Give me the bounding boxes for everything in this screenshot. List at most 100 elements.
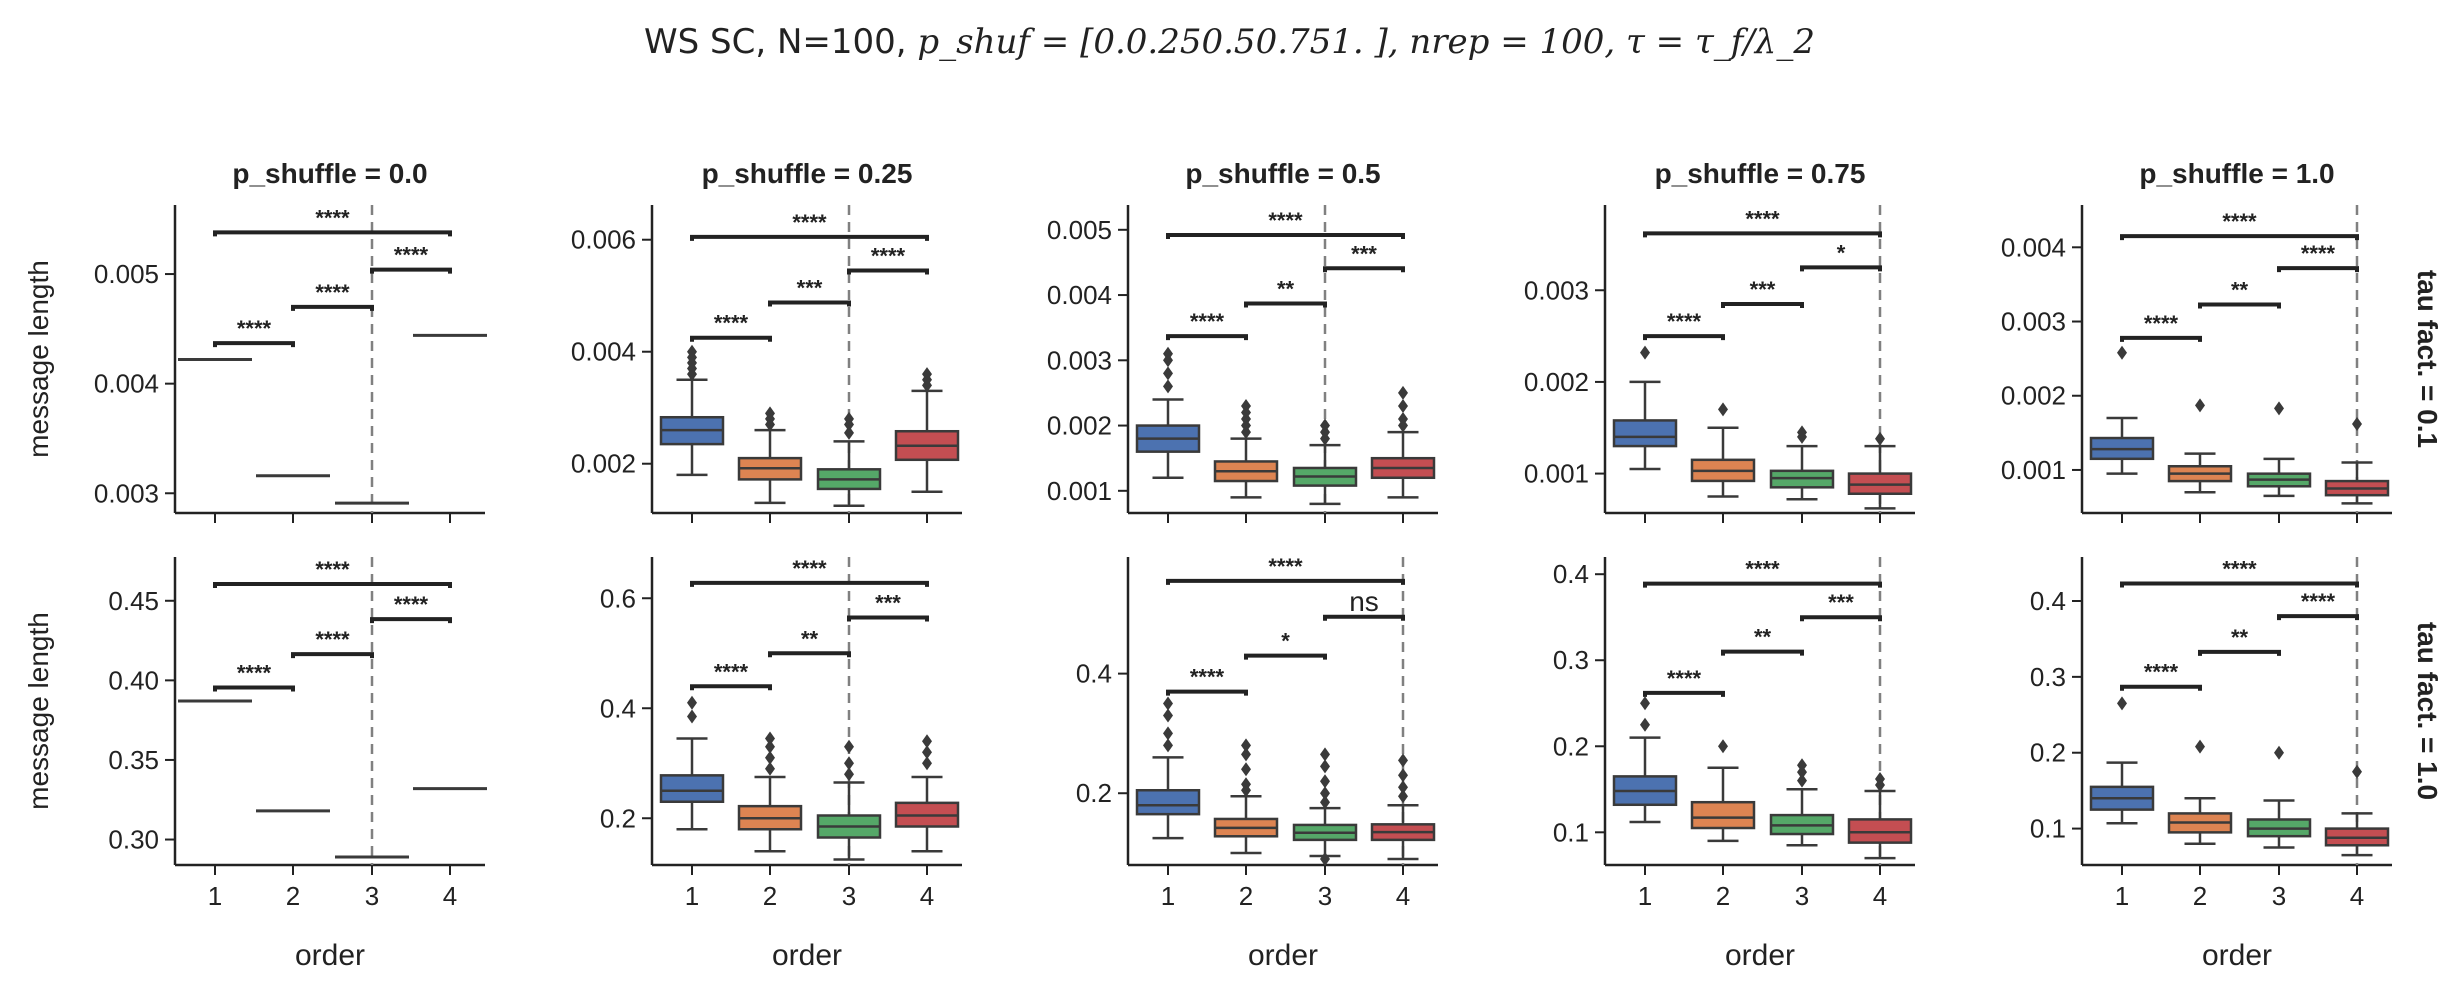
significance-bracket <box>768 300 851 307</box>
y-tick-label: 0.001 <box>1047 476 1112 506</box>
x-tick-label: 4 <box>920 881 934 911</box>
x-tick-label: 1 <box>685 881 699 911</box>
y-tick-label: 0.004 <box>94 369 159 399</box>
y-tick-label: 0.001 <box>1524 459 1589 489</box>
significance-label: **** <box>714 659 749 684</box>
outlier-point <box>765 731 775 746</box>
significance-bracket <box>2120 335 2202 342</box>
significance-label: **** <box>315 280 350 305</box>
outlier-point <box>1241 762 1251 777</box>
row-facet-label: tau fact. = 0.1 <box>2412 270 2443 448</box>
outlier-point <box>844 756 854 771</box>
x-tick-label: 4 <box>1396 881 1410 911</box>
outlier-point <box>1398 768 1408 783</box>
outlier-point <box>1320 418 1330 433</box>
suptitle-text: WS SC, N=100, <box>644 22 918 62</box>
significance-label: **** <box>2222 209 2257 234</box>
significance-label: **** <box>1667 666 1702 691</box>
outlier-point <box>687 695 697 710</box>
box-iqr <box>1690 800 1756 830</box>
figure-suptitle: WS SC, N=100, p_shuf = [0.0.250.50.751. … <box>0 22 2459 62</box>
x-tick-label: 4 <box>2350 881 2364 911</box>
box-iqr <box>1612 419 1678 448</box>
outlier-point <box>1640 696 1650 711</box>
outlier-point <box>1320 795 1330 810</box>
subplot-2: 0.0020.0040.006***************p_shuffle … <box>571 158 962 523</box>
y-tick-label: 0.3 <box>1553 645 1589 675</box>
significance-label: **** <box>315 557 350 582</box>
outlier-point <box>1163 738 1173 753</box>
box-order-3 <box>1292 418 1358 506</box>
outlier-point <box>1163 708 1173 723</box>
outlier-point <box>1241 738 1251 753</box>
significance-label: ** <box>2231 277 2249 302</box>
y-tick-label: 0.005 <box>94 259 159 289</box>
y-tick-label: 0.003 <box>1524 275 1589 305</box>
significance-label: **** <box>237 316 272 341</box>
significance-label: **** <box>2144 660 2179 685</box>
box-order-4 <box>894 734 960 853</box>
outlier-point <box>922 367 932 382</box>
outlier-point <box>765 750 775 765</box>
outlier-point <box>922 734 932 749</box>
outlier-point <box>2195 398 2205 413</box>
subplot-title: p_shuffle = 0.0 <box>232 158 427 189</box>
y-tick-label: 0.001 <box>2001 455 2066 485</box>
subplot-title: p_shuffle = 0.75 <box>1655 158 1866 189</box>
significance-bracket <box>1643 690 1725 697</box>
outlier-point <box>844 425 854 440</box>
outlier-point <box>2352 764 2362 779</box>
x-tick-label: 2 <box>286 881 300 911</box>
y-tick-label: 0.003 <box>2001 307 2066 337</box>
y-tick-label: 0.2 <box>2030 738 2066 768</box>
outlier-point <box>1797 758 1807 773</box>
significance-bracket <box>1721 302 1804 308</box>
y-tick-label: 0.004 <box>571 337 636 367</box>
significance-label: **** <box>714 311 749 336</box>
y-axis-label: message length <box>23 612 54 810</box>
outlier-point <box>1320 759 1330 774</box>
y-tick-label: 0.2 <box>1076 778 1112 808</box>
x-tick-label: 1 <box>208 881 222 911</box>
significance-label: **** <box>394 592 429 617</box>
subplot-5: 0.0010.0020.0030.004**************p_shuf… <box>2001 158 2392 523</box>
box-order-3 <box>2246 745 2312 849</box>
subplot-6: 0.30 0.35 0.40 0.45 1 2 3 4 **** **** **** **** mess… <box>23 557 487 972</box>
significance-bracket <box>1166 334 1248 341</box>
box-order-4 <box>2324 764 2390 857</box>
significance-label: * <box>1281 629 1290 654</box>
significance-bracket <box>1166 233 1405 240</box>
significance-label: **** <box>237 661 272 686</box>
significance-label: ns <box>1349 586 1379 617</box>
y-tick-label: 0.6 <box>600 583 636 613</box>
x-tick-label: 3 <box>842 881 856 911</box>
outlier-point <box>922 756 932 771</box>
significance-bracket <box>370 617 452 624</box>
outlier-point <box>1241 777 1251 792</box>
outlier-point <box>1640 345 1650 360</box>
y-tick-label: 0.003 <box>1047 345 1112 375</box>
y-tick-label: 0.4 <box>1076 659 1112 689</box>
outlier-point <box>1398 789 1408 804</box>
significance-bracket <box>690 580 929 587</box>
box-order-2 <box>1213 398 1279 499</box>
significance-bracket <box>1244 653 1327 660</box>
significance-bracket <box>1643 231 1882 238</box>
box-iqr <box>1847 818 1913 844</box>
box-order-1 <box>1135 346 1201 480</box>
box-order-2 <box>1690 739 1756 843</box>
outlier-point <box>2117 696 2127 711</box>
y-tick-label: 0.2 <box>600 803 636 833</box>
outlier-point <box>2195 739 2205 754</box>
y-tick-label: 0.002 <box>1047 411 1112 441</box>
box-order-3 <box>1769 758 1835 847</box>
significance-bracket <box>2198 302 2281 309</box>
y-tick-label: 0.1 <box>2030 814 2066 844</box>
significance-bracket <box>1643 334 1725 341</box>
outlier-point <box>1163 696 1173 711</box>
outlier-point <box>687 344 697 359</box>
y-tick-label: 0.005 <box>1047 215 1112 245</box>
box-order-2 <box>2167 739 2233 846</box>
outlier-point <box>1797 773 1807 788</box>
